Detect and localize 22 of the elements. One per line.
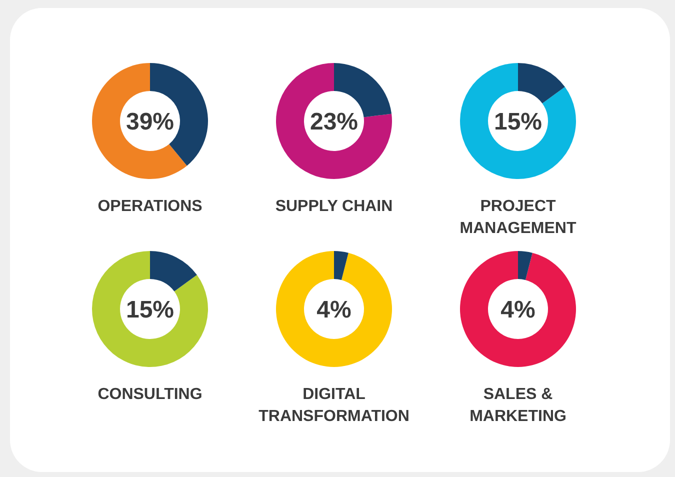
donut-slice [518, 63, 565, 104]
text: CONSULTING [98, 386, 202, 403]
text: 39% [126, 108, 174, 136]
donut-slice [460, 251, 576, 367]
text: 23% [310, 108, 358, 136]
text: DIGITAL TRANSFORMATION [258, 386, 410, 425]
text: PROJECT MANAGEMENT [460, 198, 576, 237]
donut-slice [276, 63, 392, 179]
donut-slice [276, 251, 392, 367]
text: 4% [316, 296, 352, 324]
donut-slice [92, 251, 208, 367]
text: SUPPLY CHAIN [275, 198, 393, 215]
donut-slice [92, 63, 187, 179]
text: OPERATIONS [98, 198, 203, 215]
donut-slice [334, 251, 348, 280]
text: SALES & MARKETING [470, 386, 566, 425]
donut-slice [518, 251, 532, 280]
donut-slice [460, 63, 576, 179]
donut-slice [150, 251, 197, 292]
text: 4% [500, 296, 536, 324]
text: 15% [494, 108, 542, 136]
text: 15% [126, 296, 174, 324]
